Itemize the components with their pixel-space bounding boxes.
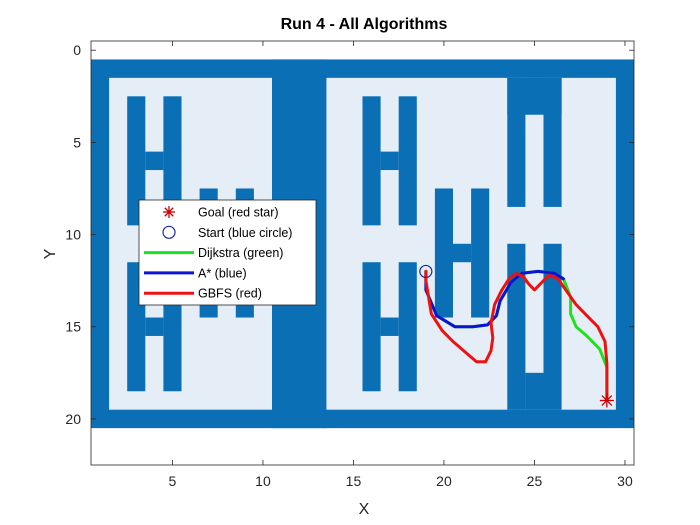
legend-start-icon [162, 225, 176, 239]
legend-item: A* (blue) [144, 266, 247, 280]
wall-block [471, 188, 490, 318]
y-axis-label: Y [42, 248, 59, 259]
wall-block [543, 243, 562, 410]
wall-block [380, 151, 399, 171]
legend-label: Start (blue circle) [198, 226, 292, 240]
wall-block [362, 96, 381, 226]
wall-block [543, 77, 562, 207]
wall-block [453, 243, 472, 263]
x-tick-label: 5 [169, 473, 177, 489]
wall-block [145, 317, 164, 336]
y-tick-label: 0 [73, 42, 81, 58]
legend-item: Goal (red star) [163, 206, 279, 220]
wall-block [525, 372, 544, 410]
wall-block [434, 188, 453, 318]
axes-frame [90, 40, 635, 466]
x-axis-ticks: 5 10 15 20 25 30 [169, 41, 633, 489]
wall-block [507, 77, 526, 207]
y-tick-label: 20 [65, 411, 81, 427]
wall-block [163, 96, 182, 226]
x-tick-label: 25 [527, 473, 543, 489]
legend-item: GBFS (red) [144, 287, 262, 301]
x-tick-label: 15 [346, 473, 362, 489]
x-tick-label: 20 [436, 473, 452, 489]
markers-layer [419, 264, 614, 408]
x-axis-label: X [359, 501, 370, 518]
wall-block [380, 317, 399, 336]
y-tick-label: 5 [73, 134, 81, 150]
y-tick-label: 15 [65, 319, 81, 335]
legend: Goal (red star) Start (blue circle) Dijkst… [138, 199, 317, 306]
legend-label: A* (blue) [198, 266, 247, 280]
gbfs-path [424, 269, 609, 402]
legend-goal-icon [163, 206, 175, 218]
x-tick-label: 30 [617, 473, 633, 489]
chart-title: Run 4 - All Algorithms [281, 16, 448, 33]
x-tick-label: 10 [255, 473, 271, 489]
paths-layer [424, 269, 609, 402]
y-tick-label: 10 [65, 227, 81, 243]
wall-block [290, 96, 309, 226]
legend-label: GBFS (red) [198, 287, 262, 301]
wall-block [362, 262, 381, 392]
wall-block [127, 96, 146, 226]
legend-item: Dijkstra (green) [144, 246, 283, 260]
wall-block [145, 151, 164, 171]
legend-item: Start (blue circle) [162, 225, 292, 240]
wall-block [398, 262, 417, 392]
start-marker [419, 264, 433, 279]
goal-marker [599, 393, 614, 408]
wall-block [507, 243, 526, 410]
wall-block [398, 96, 417, 226]
y-axis-ticks: 0 5 10 15 20 [65, 42, 634, 427]
legend-label: Goal (red star) [198, 206, 279, 220]
astar-path [424, 269, 565, 329]
legend-label: Dijkstra (green) [198, 246, 283, 260]
